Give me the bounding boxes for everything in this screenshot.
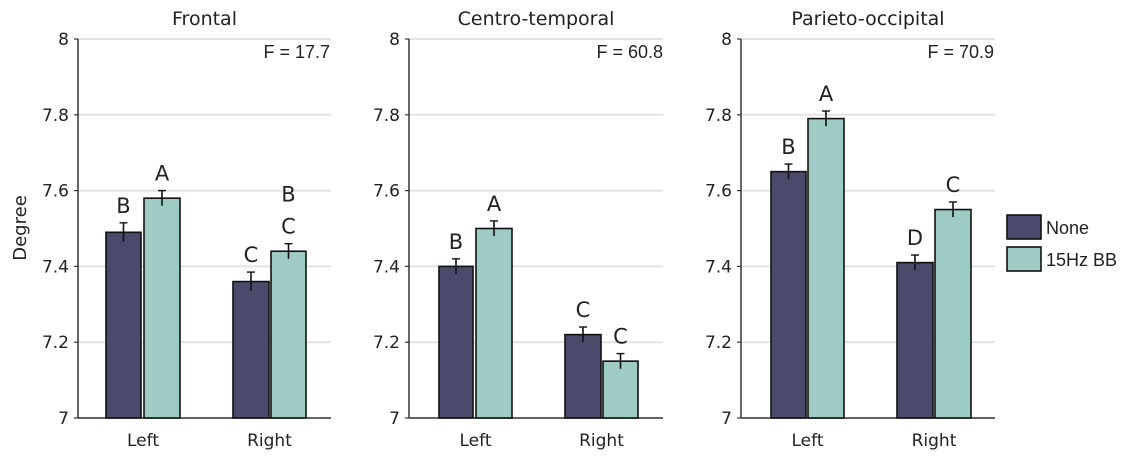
significance-label: D bbox=[907, 226, 923, 250]
y-tick-label: 7.8 bbox=[42, 106, 69, 126]
significance-label: B bbox=[116, 194, 130, 218]
bar-15hz-bb-left bbox=[807, 117, 845, 419]
x-tick-label: Right bbox=[579, 431, 624, 451]
legend-swatch-none bbox=[1006, 214, 1042, 240]
panel-title: Parieto-occipital bbox=[791, 8, 944, 30]
bar-15hz-bb-right bbox=[934, 208, 972, 419]
chart-panel-2: 7 7.2 7.4 7.6 7.8 8 Centro-temporal F = 60.8 BA L… bbox=[373, 8, 663, 451]
y-tick-label: 7.4 bbox=[42, 257, 69, 277]
f-statistic: F = 60.8 bbox=[596, 42, 663, 62]
f-statistic: F = 17.7 bbox=[263, 42, 330, 62]
bar-none-right bbox=[232, 280, 270, 419]
y-tick-label: 7 bbox=[721, 409, 732, 429]
f-statistic: F = 70.9 bbox=[927, 42, 994, 62]
significance-label: A bbox=[155, 162, 170, 186]
y-tick-label: 7.6 bbox=[373, 182, 400, 202]
y-tick-label: 8 bbox=[389, 30, 400, 50]
bar-none-right bbox=[896, 261, 934, 419]
panel-title: Frontal bbox=[172, 8, 237, 30]
significance-label: C bbox=[281, 215, 296, 239]
y-tick-label: 7 bbox=[58, 409, 69, 429]
x-tick-label: Right bbox=[912, 431, 957, 451]
bar-none-left bbox=[438, 265, 474, 419]
y-tick-label: 7.2 bbox=[42, 333, 69, 353]
y-tick-label: 7.2 bbox=[373, 333, 400, 353]
y-tick-label: 7.4 bbox=[705, 257, 732, 277]
y-tick-label: 7.6 bbox=[705, 182, 732, 202]
bar-15hz-bb-left bbox=[475, 227, 513, 419]
y-tick-label: 7.4 bbox=[373, 257, 400, 277]
bar-15hz-bb-right bbox=[602, 360, 639, 419]
x-tick-label: Left bbox=[792, 431, 824, 451]
bar-none-left bbox=[105, 231, 142, 419]
bar-15hz-bb-left bbox=[143, 197, 181, 419]
significance-label: A bbox=[819, 82, 834, 106]
y-tick-label: 7.6 bbox=[42, 182, 69, 202]
significance-label: B bbox=[781, 135, 795, 159]
chart-panel-3: 7 7.2 7.4 7.6 7.8 8 Parieto-occipital F = 70.9 B… bbox=[705, 8, 995, 451]
y-tick-label: 7 bbox=[389, 409, 400, 429]
x-tick-label: Left bbox=[460, 431, 492, 451]
y-tick-label: 8 bbox=[58, 30, 69, 50]
bar-none-right bbox=[564, 333, 602, 419]
significance-label: C bbox=[613, 325, 628, 349]
significance-label: B bbox=[281, 183, 295, 207]
significance-label: C bbox=[244, 243, 259, 267]
significance-label: C bbox=[946, 173, 961, 197]
significance-label: A bbox=[487, 192, 502, 216]
y-tick-label: 7.2 bbox=[705, 333, 732, 353]
y-tick-label: 7.8 bbox=[373, 106, 400, 126]
y-tick-label: 7.8 bbox=[705, 106, 732, 126]
bar-15hz-bb-right bbox=[270, 250, 307, 419]
y-tick-label: 8 bbox=[721, 30, 732, 50]
legend: None 15Hz BB bbox=[1006, 214, 1117, 272]
legend-swatch-15hz-bb bbox=[1006, 246, 1042, 272]
y-axis-label: Degree bbox=[10, 195, 31, 261]
x-tick-label: Left bbox=[127, 431, 159, 451]
significance-label: B bbox=[449, 230, 463, 254]
legend-label: None bbox=[1046, 218, 1089, 238]
panel-title: Centro-temporal bbox=[458, 8, 615, 30]
bar-none-left bbox=[770, 170, 807, 419]
legend-label: 15Hz BB bbox=[1046, 250, 1117, 270]
significance-label: C bbox=[576, 298, 591, 322]
x-tick-label: Right bbox=[247, 431, 292, 451]
